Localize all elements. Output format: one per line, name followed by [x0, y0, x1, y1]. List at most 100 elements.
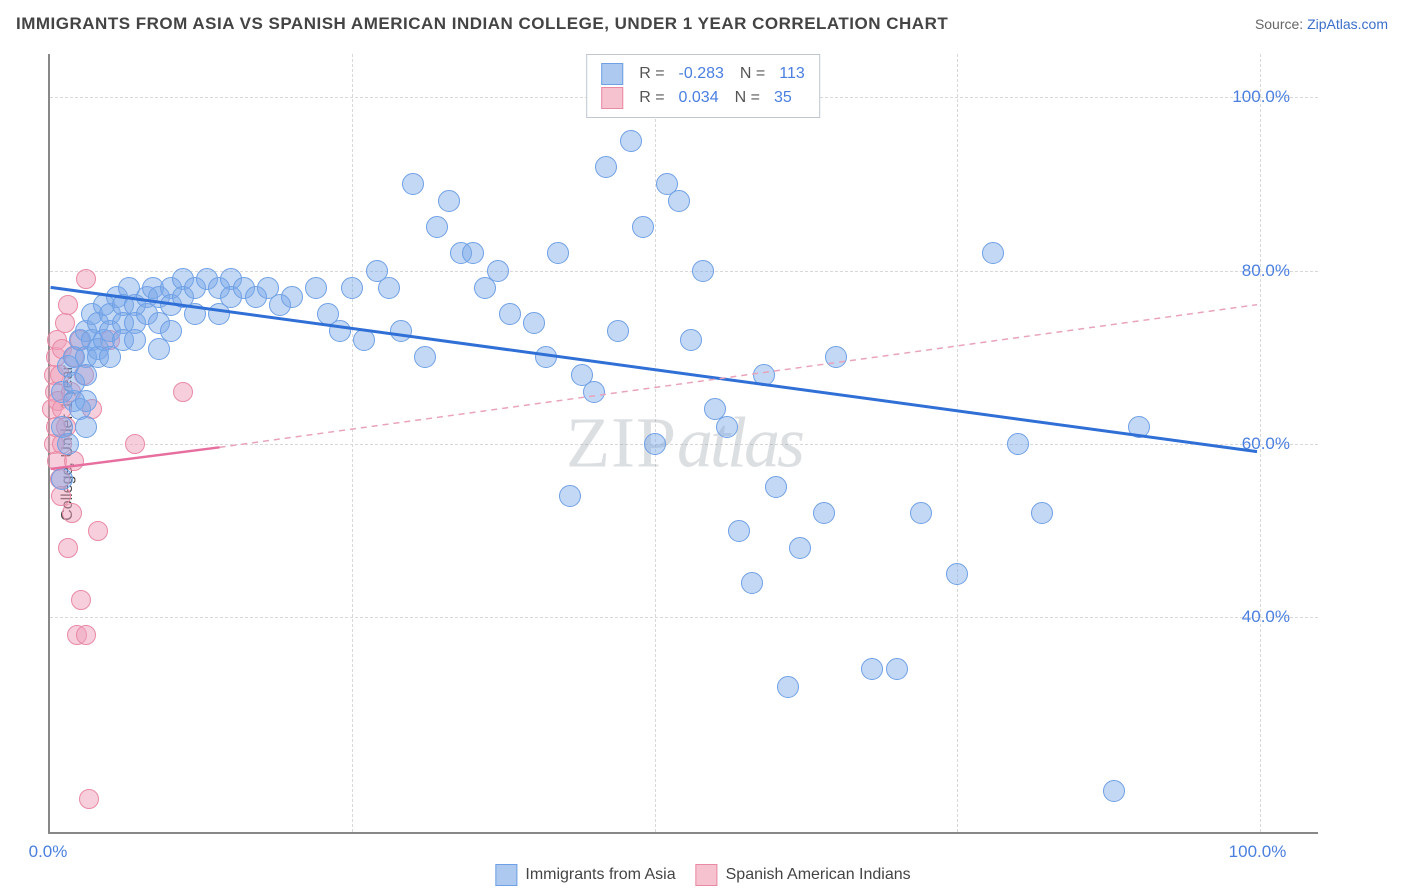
scatter-point-asia: [487, 260, 509, 282]
scatter-point-asia: [607, 320, 629, 342]
scatter-point-asia: [886, 658, 908, 680]
legend-row-asia: R = -0.283 N = 113: [601, 63, 805, 85]
scatter-point-asia: [184, 303, 206, 325]
legend-top: R = -0.283 N = 113 R = 0.034 N = 35: [586, 54, 820, 118]
legend-swatch-asia-b: [495, 864, 517, 886]
scatter-point-asia: [160, 320, 182, 342]
scatter-point-asia: [402, 173, 424, 195]
scatter-point-asia: [1103, 780, 1125, 802]
legend-swatch-spanish: [601, 87, 623, 109]
vgrid: [352, 54, 353, 832]
hgrid: [50, 444, 1318, 445]
scatter-point-asia: [765, 476, 787, 498]
xtick-label: 100.0%: [1229, 842, 1287, 862]
trend-lines-layer: [50, 54, 1318, 832]
scatter-point-asia: [559, 485, 581, 507]
scatter-point-asia: [1128, 416, 1150, 438]
scatter-point-asia: [668, 190, 690, 212]
scatter-point-asia: [378, 277, 400, 299]
legend-item-asia: Immigrants from Asia: [495, 864, 675, 886]
scatter-point-asia: [535, 346, 557, 368]
scatter-point-asia: [390, 320, 412, 342]
scatter-point-asia: [680, 329, 702, 351]
scatter-point-asia: [438, 190, 460, 212]
r-value-asia: -0.283: [679, 65, 724, 83]
scatter-point-asia: [583, 381, 605, 403]
scatter-point-asia: [692, 260, 714, 282]
scatter-point-asia: [753, 364, 775, 386]
scatter-point-asia: [982, 242, 1004, 264]
legend-label-asia: Immigrants from Asia: [525, 866, 675, 884]
scatter-point-asia: [426, 216, 448, 238]
scatter-point-asia: [305, 277, 327, 299]
legend-bottom: Immigrants from Asia Spanish American In…: [495, 864, 910, 886]
ytick-label: 100.0%: [1232, 87, 1290, 107]
source-link[interactable]: ZipAtlas.com: [1307, 16, 1388, 32]
plot-area: College, Under 1 year ZIPatlas 40.0%60.0…: [48, 54, 1318, 834]
vgrid: [1260, 54, 1261, 832]
scatter-point-asia: [414, 346, 436, 368]
scatter-point-asia: [910, 502, 932, 524]
scatter-point-asia: [57, 433, 79, 455]
ytick-label: 80.0%: [1242, 261, 1290, 281]
chart-title: IMMIGRANTS FROM ASIA VS SPANISH AMERICAN…: [16, 14, 948, 34]
scatter-point-asia: [789, 537, 811, 559]
scatter-point-asia: [547, 242, 569, 264]
r-value-spanish: 0.034: [679, 89, 719, 107]
scatter-point-asia: [462, 242, 484, 264]
scatter-point-spanish: [55, 313, 75, 333]
source-label: Source: ZipAtlas.com: [1255, 16, 1388, 32]
legend-swatch-asia: [601, 63, 623, 85]
legend-label-spanish: Spanish American Indians: [726, 866, 911, 884]
scatter-point-spanish: [58, 295, 78, 315]
scatter-point-asia: [741, 572, 763, 594]
hgrid: [50, 617, 1318, 618]
scatter-point-asia: [813, 502, 835, 524]
scatter-point-asia: [499, 303, 521, 325]
scatter-point-asia: [281, 286, 303, 308]
scatter-point-asia: [353, 329, 375, 351]
ytick-label: 40.0%: [1242, 607, 1290, 627]
scatter-point-asia: [595, 156, 617, 178]
hgrid: [50, 271, 1318, 272]
chart-container: IMMIGRANTS FROM ASIA VS SPANISH AMERICAN…: [0, 0, 1406, 892]
scatter-point-spanish: [76, 625, 96, 645]
scatter-point-spanish: [88, 521, 108, 541]
scatter-point-asia: [946, 563, 968, 585]
scatter-point-spanish: [62, 503, 82, 523]
scatter-point-spanish: [58, 538, 78, 558]
scatter-point-spanish: [71, 590, 91, 610]
scatter-point-asia: [1007, 433, 1029, 455]
scatter-point-asia: [644, 433, 666, 455]
scatter-point-spanish: [173, 382, 193, 402]
scatter-point-asia: [124, 329, 146, 351]
scatter-point-asia: [1031, 502, 1053, 524]
r-label: R =: [639, 65, 664, 83]
n-value-spanish: 35: [774, 89, 792, 107]
scatter-point-asia: [716, 416, 738, 438]
ytick-label: 60.0%: [1242, 434, 1290, 454]
scatter-point-asia: [861, 658, 883, 680]
legend-item-spanish: Spanish American Indians: [696, 864, 911, 886]
scatter-point-asia: [777, 676, 799, 698]
vgrid: [957, 54, 958, 832]
scatter-point-asia: [632, 216, 654, 238]
xtick-label: 0.0%: [29, 842, 68, 862]
legend-swatch-spanish-b: [696, 864, 718, 886]
source-text: Source:: [1255, 16, 1303, 32]
scatter-point-asia: [51, 468, 73, 490]
watermark-atlas: atlas: [677, 403, 802, 483]
scatter-point-asia: [75, 390, 97, 412]
scatter-point-asia: [341, 277, 363, 299]
scatter-point-spanish: [76, 269, 96, 289]
scatter-point-asia: [329, 320, 351, 342]
r-label: R =: [639, 89, 664, 107]
legend-row-spanish: R = 0.034 N = 35: [601, 87, 805, 109]
scatter-point-spanish: [79, 789, 99, 809]
scatter-point-asia: [825, 346, 847, 368]
watermark: ZIPatlas: [566, 402, 802, 485]
scatter-point-spanish: [125, 434, 145, 454]
scatter-point-asia: [75, 416, 97, 438]
scatter-point-asia: [728, 520, 750, 542]
n-value-asia: 113: [779, 65, 805, 83]
